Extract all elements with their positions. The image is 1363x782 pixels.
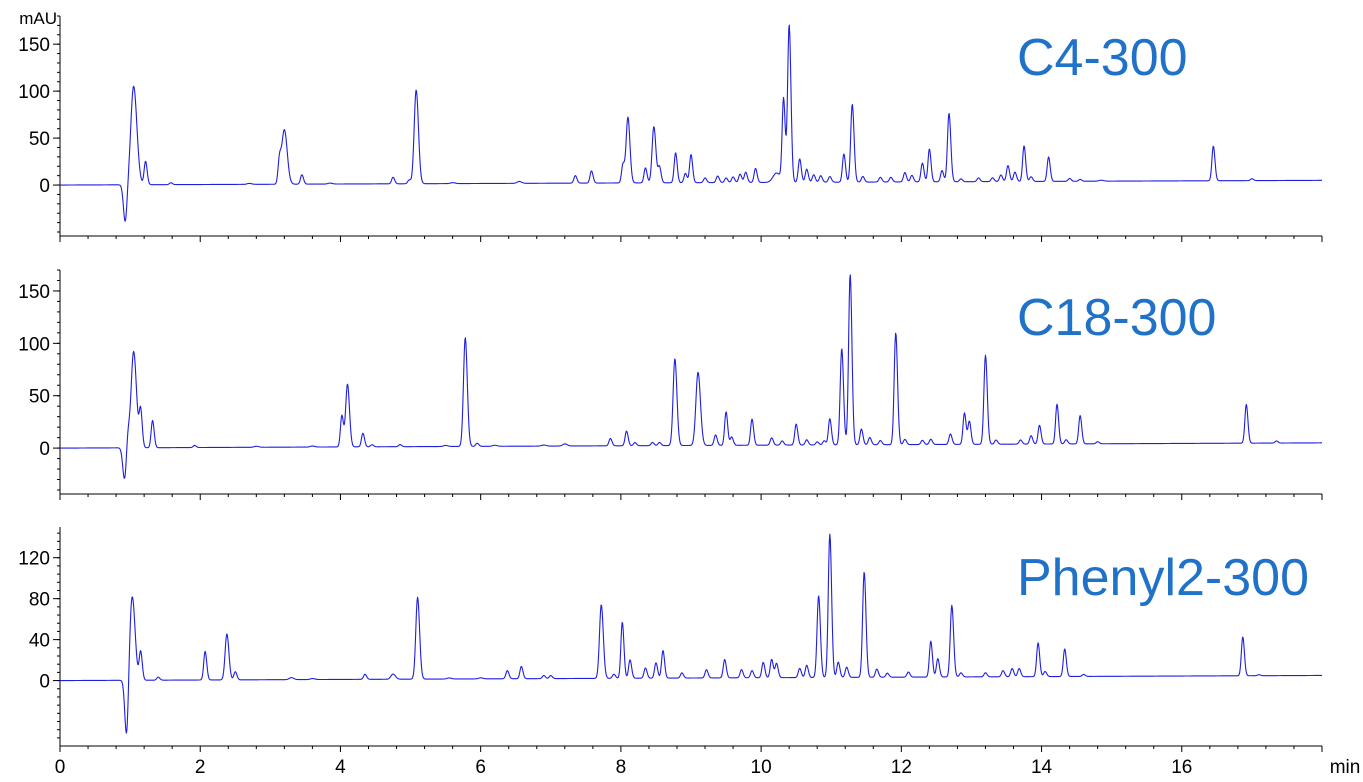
x-axis-label: min: [1330, 757, 1361, 777]
y-tick-label: 0: [39, 439, 50, 460]
y-tick-label: 0: [39, 176, 50, 197]
panel-title: C4-300: [1017, 29, 1188, 87]
y-tick-label: 80: [29, 590, 50, 611]
y-tick-label: 50: [29, 387, 50, 408]
panel-1: 0 50 100 150 mAU C4-300: [18, 9, 1323, 242]
chromatogram-trace: [59, 274, 1323, 479]
panel-2: 0 50 100 150 C18-300: [18, 269, 1323, 500]
x-tick-label: 0: [55, 757, 66, 777]
panel-title: Phenyl2-300: [1017, 549, 1309, 607]
x-tick-label: 14: [1031, 757, 1053, 777]
y-tick-label: 40: [29, 631, 50, 652]
x-tick-label: 12: [891, 757, 912, 777]
x-tick-label: 4: [335, 757, 346, 777]
x-tick-label: 8: [616, 757, 627, 777]
x-tick-label: 6: [475, 757, 486, 777]
y-tick-label: 50: [29, 129, 50, 150]
y-tick-label: 120: [18, 549, 50, 570]
chromatogram-trace: [59, 24, 1323, 222]
y-tick-label: 0: [39, 672, 50, 693]
panel-3: 0 40 80 120 Phenyl2-300: [18, 527, 1323, 752]
x-tick-label: 10: [751, 757, 772, 777]
panel-title: C18-300: [1017, 289, 1216, 347]
y-tick-label: 100: [18, 334, 50, 355]
y-tick-label: 150: [18, 282, 50, 303]
y-tick-label: 100: [18, 82, 50, 103]
y-unit-label: mAU: [19, 9, 57, 28]
y-tick-label: 150: [18, 35, 50, 56]
x-tick-label: 16: [1171, 757, 1192, 777]
x-tick-label: 2: [195, 757, 206, 777]
chromatogram-trace: [59, 533, 1323, 734]
